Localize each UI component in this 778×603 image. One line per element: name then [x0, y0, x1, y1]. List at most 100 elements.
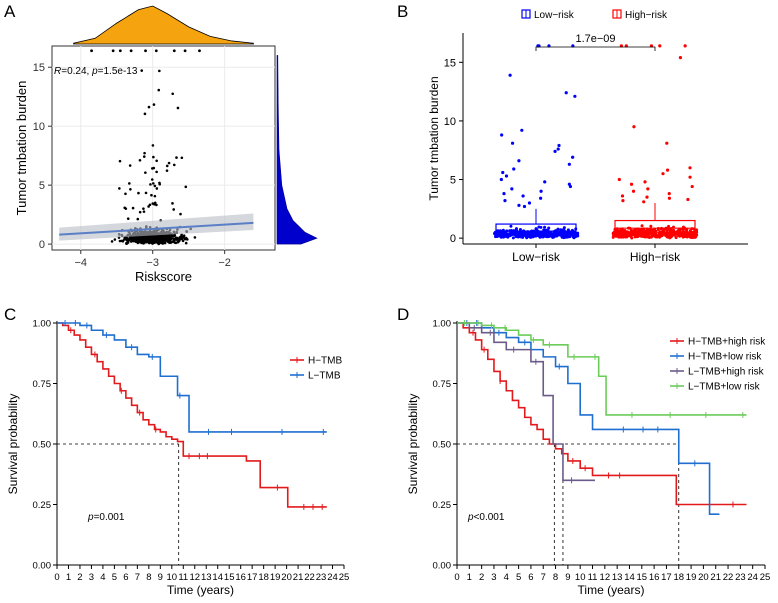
panel-a-point: [165, 236, 169, 239]
panel-d-x-tick-label: 11: [588, 572, 598, 583]
panel-a-point: [148, 235, 151, 238]
panel-c-x-tick-label: 18: [258, 572, 269, 583]
panel-a-point: [193, 236, 197, 239]
panel-c-x-tick-label: 0: [54, 572, 59, 583]
panel-c-x-tick-label: 16: [235, 572, 246, 583]
panel-a-point: [179, 235, 183, 238]
panel-c-x-tick-label: 4: [100, 572, 105, 583]
panel-a-point: [155, 187, 159, 190]
panel-b-point: [505, 235, 509, 239]
panel-a-point: [136, 217, 140, 221]
panel-label-d: D: [397, 305, 409, 324]
panel-d-x-tick-label: 8: [553, 572, 558, 583]
panel-b-point: [541, 235, 545, 239]
panel-b-outlier-point: [631, 189, 636, 193]
panel-b-y-tick-label: 10: [444, 116, 456, 128]
panel-b-point: [679, 233, 683, 237]
panel-a-point: [172, 49, 176, 53]
panel-b-point: [667, 224, 671, 228]
panel-b-outlier-point: [642, 200, 646, 204]
panel-a-point: [134, 240, 138, 244]
panel-a-point: [151, 144, 155, 147]
panel-a-point: [153, 194, 157, 198]
panel-c-km-plot: 0.000.250.500.751.000 1 2 3 4 5 6 7 8 9 10 11 12 13 14…: [6, 319, 349, 598]
panel-c-curve: [57, 322, 327, 508]
panel-d-x-tick-label: 5: [516, 572, 521, 583]
panel-a-point: [110, 240, 114, 243]
panel-a-x-axis-title: Riskscore: [135, 269, 192, 284]
panel-b-outlier-point: [632, 125, 636, 129]
panel-b-outlier-point: [645, 195, 649, 199]
panel-a-point: [152, 182, 155, 185]
panel-a-point: [150, 178, 154, 181]
panel-c-y-tick-label: 1.00: [33, 319, 52, 330]
panel-a-point: [125, 236, 129, 240]
panel-a-point: [165, 164, 169, 168]
panel-c-x-tick-label: 13: [201, 572, 212, 583]
panel-b-outlier-point: [643, 180, 647, 184]
panel-d-x-tick-label: 22: [723, 572, 734, 583]
panel-a-point: [153, 201, 157, 205]
panel-c-x-tick-label: 9: [158, 572, 163, 583]
panel-c-x-tick-label: 22: [304, 572, 315, 583]
panel-a-point: [125, 241, 128, 245]
panel-a-point: [179, 212, 182, 216]
panel-b-box: [614, 219, 696, 233]
panel-c-y-tick-label: 0.75: [33, 379, 52, 390]
panel-b-point: [539, 225, 543, 229]
panel-b-outlier-point: [617, 177, 621, 182]
panel-b-outlier-point: [661, 172, 665, 176]
panel-a-point: [123, 238, 126, 241]
panel-b-point: [562, 228, 566, 232]
panel-c-x-tick-label: 12: [189, 572, 200, 583]
panel-a-point: [143, 236, 146, 239]
panel-a-point: [143, 112, 147, 116]
panel-b-outlier-point: [667, 196, 672, 200]
panel-a-point: [184, 185, 188, 189]
panel-c-legend-label: H−TMB: [308, 356, 343, 367]
panel-a-fit-line: [59, 221, 254, 236]
panel-b-point: [571, 235, 575, 239]
panel-d-curve: [457, 322, 747, 506]
panel-b-y-tick-label: 0: [450, 233, 456, 245]
panel-b-point: [518, 235, 522, 239]
panel-b-outlier-point: [543, 180, 547, 184]
panel-a-point: [155, 239, 159, 243]
panel-b-point: [494, 233, 498, 237]
panel-a-point: [176, 106, 180, 110]
panel-a-y-tick-label: 10: [33, 121, 45, 133]
panel-a-y-tick-label: 15: [33, 62, 45, 74]
panel-d-x-tick-label: 24: [747, 572, 758, 583]
panel-a-point: [138, 210, 142, 214]
panel-b-outlier-point: [621, 199, 625, 203]
panel-a-point: [143, 151, 146, 155]
panel-b-point: [676, 234, 680, 238]
panel-a-point: [172, 163, 176, 167]
panel-b-outlier-point: [678, 56, 683, 60]
panel-a-point: [153, 184, 157, 188]
panel-a-point: [133, 238, 136, 242]
panel-a-point: [139, 240, 143, 243]
panel-a-point: [168, 236, 172, 239]
panel-a-point: [124, 192, 127, 196]
panel-a-point: [184, 236, 188, 240]
panel-c-x-tick-label: 20: [281, 572, 292, 583]
panel-b-outlier-point: [517, 203, 521, 207]
panel-b-point: [633, 228, 637, 232]
panel-a-point: [120, 239, 124, 243]
panel-d-x-tick-label: 0: [454, 572, 459, 583]
panel-b-point: [544, 234, 548, 238]
panel-c-y-axis-title: Survival probability: [6, 394, 20, 495]
panel-a-point: [175, 156, 178, 159]
panel-b-outlier-point: [517, 159, 521, 163]
panel-a-point: [181, 235, 185, 239]
panel-c-x-tick-label: 21: [293, 572, 304, 583]
panel-a-point: [167, 234, 170, 237]
panel-c-y-tick-label: 0.00: [33, 561, 52, 572]
panel-b-point: [614, 233, 618, 237]
panel-a-point: [142, 207, 145, 210]
panel-a-point: [180, 237, 183, 241]
panel-a-point: [142, 239, 146, 242]
panel-b-outlier-point: [556, 147, 560, 151]
